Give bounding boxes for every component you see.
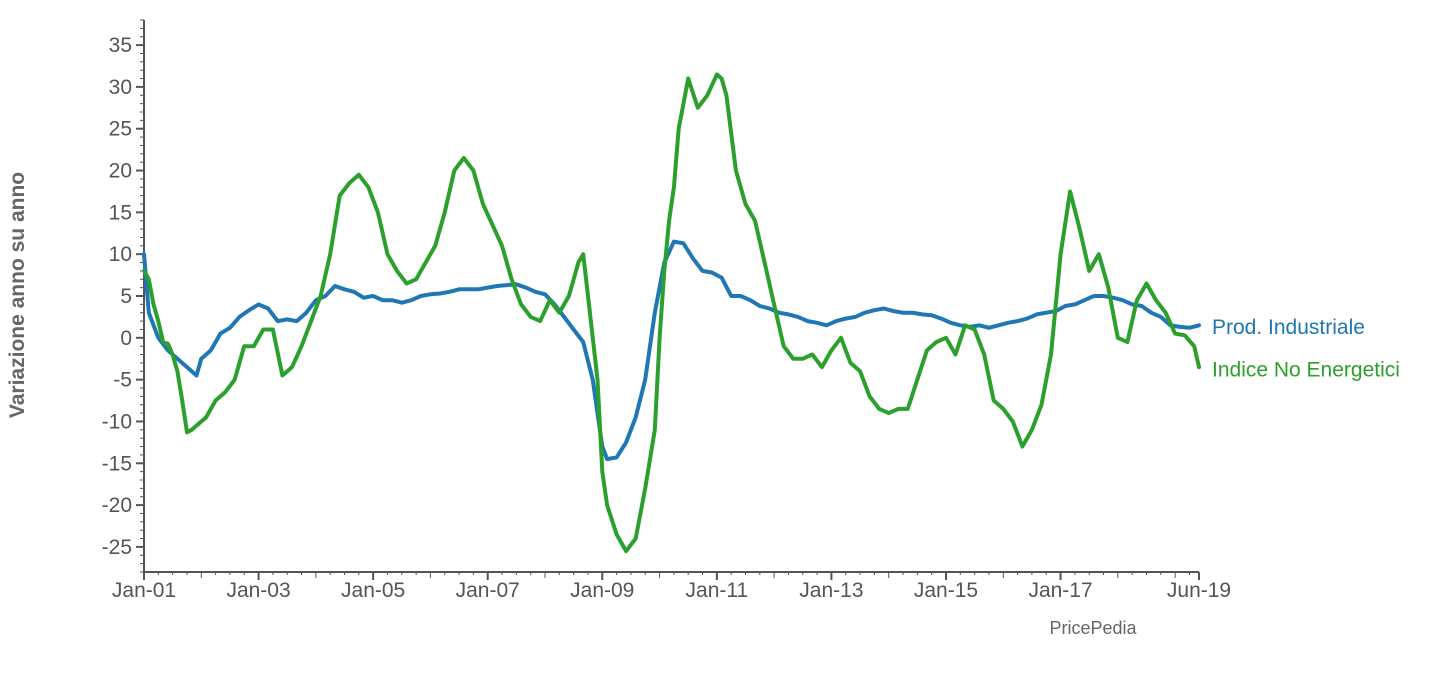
x-tick-label: Jan-17 bbox=[1028, 579, 1092, 602]
y-tick-label: 25 bbox=[109, 118, 132, 141]
legend: Prod. Industriale Indice No Energetici bbox=[1212, 316, 1400, 382]
y-tick-label: -15 bbox=[102, 452, 132, 475]
source-label: PricePedia bbox=[1049, 618, 1137, 638]
x-tick-label: Jan-03 bbox=[226, 579, 290, 602]
y-tick-label: -25 bbox=[102, 536, 132, 559]
y-tick-label: 5 bbox=[120, 285, 132, 308]
x-tick-label: Jan-07 bbox=[456, 579, 520, 602]
y-tick-label: -20 bbox=[102, 494, 132, 517]
x-tick-label: Jan-09 bbox=[570, 579, 634, 602]
series-line-1 bbox=[142, 72, 1201, 554]
x-tick-label: Jan-15 bbox=[914, 579, 978, 602]
y-tick-label: -5 bbox=[113, 369, 132, 392]
x-tick-label: Jan-05 bbox=[341, 579, 405, 602]
x-axis: Jan-01 Jan-03 Jan-05 Jan-07 Jan-09 Jan-11 Jan-… bbox=[112, 571, 1231, 602]
y-tick-label: 30 bbox=[109, 76, 132, 99]
x-tick-label: Jan-11 bbox=[686, 579, 749, 602]
y-tick-label: 0 bbox=[120, 327, 132, 350]
legend-label-0: Prod. Industriale bbox=[1212, 316, 1365, 339]
series-line-0 bbox=[142, 239, 1201, 462]
y-tick-label: 20 bbox=[109, 160, 132, 183]
y-tick-label: 15 bbox=[109, 201, 132, 224]
x-tick-label: Jan-13 bbox=[799, 579, 863, 602]
y-tick-label: 10 bbox=[109, 243, 132, 266]
x-tick-label: Jun-19 bbox=[1167, 579, 1231, 602]
y-tick-label: -10 bbox=[102, 410, 132, 433]
y-axis: -25 -20 -15 -10 -5 0 5 10 15 20 25 30 35 bbox=[102, 19, 145, 573]
series-layer bbox=[142, 72, 1201, 554]
legend-label-1: Indice No Energetici bbox=[1212, 359, 1400, 382]
y-tick-label: 35 bbox=[109, 34, 132, 57]
x-tick-label: Jan-01 bbox=[112, 579, 176, 602]
y-axis-title: Variazione anno su anno bbox=[6, 172, 29, 418]
